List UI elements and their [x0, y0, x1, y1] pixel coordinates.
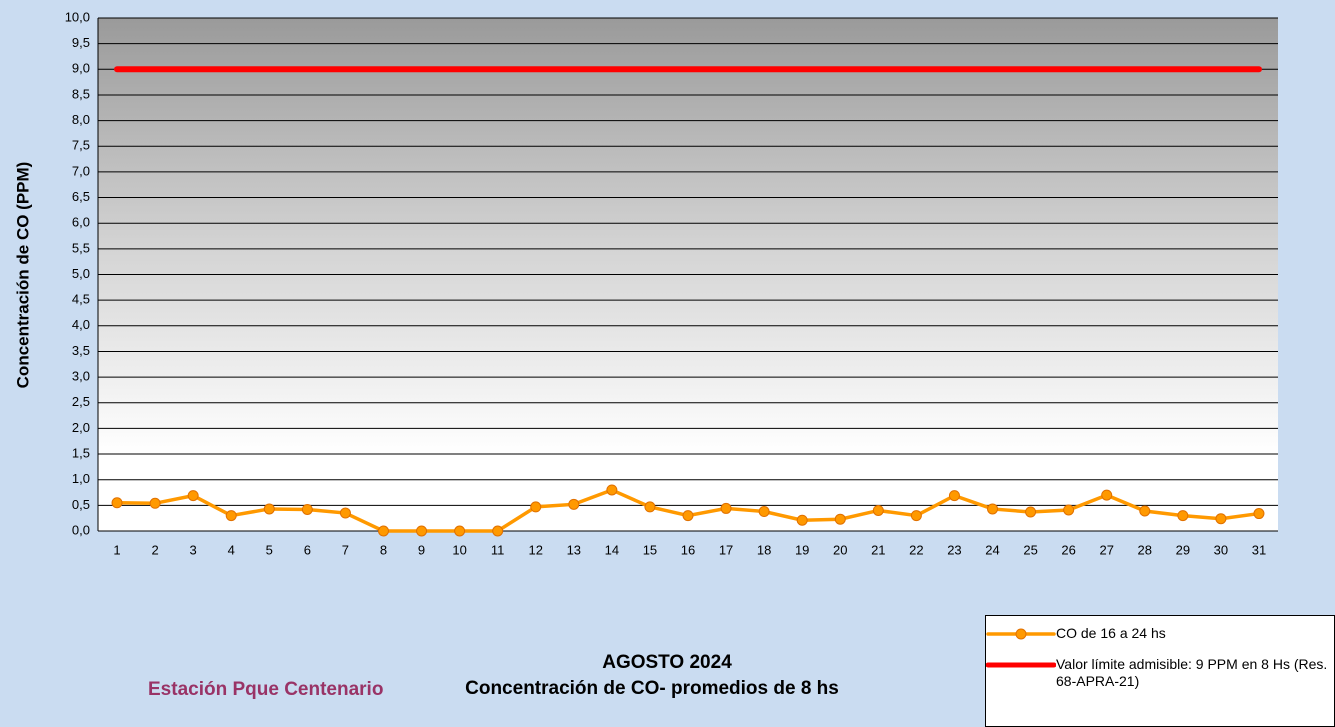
y-tick-label: 0,5	[72, 497, 90, 512]
data-point	[796, 514, 808, 526]
x-tick-label: 24	[985, 542, 999, 557]
x-tick-label: 7	[342, 542, 349, 557]
data-point	[111, 497, 123, 509]
data-point	[339, 507, 351, 519]
legend: CO de 16 a 24 hs Valor límite admisible: …	[985, 615, 1335, 727]
x-tick-label: 30	[1214, 542, 1228, 557]
x-tick-label: 2	[151, 542, 158, 557]
x-tick-label: 8	[380, 542, 387, 557]
y-axis-label: Concentración de CO (PPM)	[13, 162, 32, 389]
x-tick-label: 22	[909, 542, 923, 557]
data-point	[263, 503, 275, 515]
x-tick-label: 25	[1023, 542, 1037, 557]
x-tick-label: 27	[1099, 542, 1113, 557]
x-tick-label: 31	[1252, 542, 1266, 557]
y-tick-label: 10,0	[65, 9, 90, 24]
station-label: Estación Pque Centenario	[148, 679, 383, 700]
x-tick-label: 4	[228, 542, 235, 557]
chart-subtitle: Concentración de CO- promedios de 8 hs	[465, 678, 839, 699]
y-tick-label: 2,0	[72, 420, 90, 435]
x-tick-label: 1	[113, 542, 120, 557]
x-tick-label: 14	[605, 542, 619, 557]
y-tick-label: 3,5	[72, 343, 90, 358]
y-tick-label: 1,0	[72, 471, 90, 486]
data-point	[149, 497, 161, 509]
data-point	[187, 490, 199, 502]
data-point	[872, 504, 884, 516]
y-tick-label: 8,5	[72, 86, 90, 101]
data-point	[758, 506, 770, 518]
x-tick-label: 17	[719, 542, 733, 557]
x-tick-label: 3	[190, 542, 197, 557]
x-tick-label: 6	[304, 542, 311, 557]
y-tick-label: 4,5	[72, 292, 90, 307]
x-tick-label: 10	[452, 542, 466, 557]
legend-swatch	[986, 662, 1056, 668]
x-tick-label: 23	[947, 542, 961, 557]
legend-item: CO de 16 a 24 hs	[986, 625, 1335, 643]
data-point	[492, 525, 504, 537]
data-point	[1025, 506, 1037, 518]
data-point	[910, 510, 922, 522]
data-point	[1063, 504, 1075, 516]
x-tick-label: 18	[757, 542, 771, 557]
x-tick-label: 13	[567, 542, 581, 557]
data-point	[377, 525, 389, 537]
data-point	[530, 501, 542, 513]
data-point	[1253, 508, 1265, 520]
data-point	[301, 503, 313, 515]
y-tick-label: 7,0	[72, 163, 90, 178]
data-point	[987, 503, 999, 515]
legend-item: Valor límite admisible: 9 PPM en 8 Hs (R…	[986, 656, 1335, 690]
legend-swatch	[986, 628, 1056, 640]
x-tick-label: 26	[1061, 542, 1075, 557]
x-tick-label: 16	[681, 542, 695, 557]
y-tick-label: 2,5	[72, 394, 90, 409]
y-tick-label: 5,5	[72, 240, 90, 255]
chart-title: AGOSTO 2024	[602, 652, 732, 673]
data-point	[1215, 513, 1227, 525]
y-tick-label: 4,0	[72, 317, 90, 332]
y-tick-label: 6,0	[72, 215, 90, 230]
x-tick-label: 21	[871, 542, 885, 557]
x-tick-label: 15	[643, 542, 657, 557]
y-tick-label: 0,0	[72, 522, 90, 537]
data-point	[834, 513, 846, 525]
data-point	[606, 484, 618, 496]
y-tick-label: 6,5	[72, 189, 90, 204]
data-point	[225, 510, 237, 522]
x-tick-label: 19	[795, 542, 809, 557]
data-point	[1139, 505, 1151, 517]
x-tick-label: 29	[1176, 542, 1190, 557]
data-point	[948, 490, 960, 502]
data-point	[568, 498, 580, 510]
data-point	[1101, 489, 1113, 501]
legend-label: CO de 16 a 24 hs	[1056, 625, 1166, 641]
x-tick-label: 9	[418, 542, 425, 557]
y-tick-label: 7,5	[72, 138, 90, 153]
data-point	[682, 510, 694, 522]
x-tick-label: 12	[529, 542, 543, 557]
legend-label: Valor límite admisible: 9 PPM en 8 Hs (R…	[1056, 656, 1328, 689]
y-tick-label: 3,0	[72, 369, 90, 384]
y-tick-label: 8,0	[72, 112, 90, 127]
x-tick-label: 28	[1138, 542, 1152, 557]
data-point	[644, 501, 656, 513]
data-point	[1177, 510, 1189, 522]
x-tick-label: 11	[491, 542, 505, 557]
y-tick-label: 9,0	[72, 61, 90, 76]
y-tick-label: 1,5	[72, 445, 90, 460]
data-point	[416, 525, 428, 537]
data-point	[720, 502, 732, 514]
x-tick-label: 5	[266, 542, 273, 557]
y-tick-label: 5,0	[72, 266, 90, 281]
x-tick-label: 20	[833, 542, 847, 557]
y-tick-label: 9,5	[72, 35, 90, 50]
data-point	[454, 525, 466, 537]
